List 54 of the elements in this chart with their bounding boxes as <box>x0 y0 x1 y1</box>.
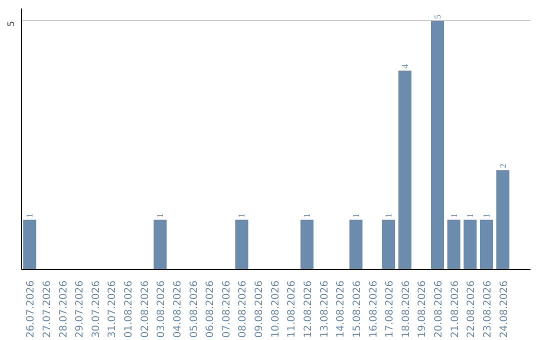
data-label: 4 <box>400 64 410 69</box>
x-tick-label: 22.08.2026 <box>466 280 478 338</box>
x-tick-label: 06.08.2026 <box>205 280 216 338</box>
x-tick-label: 01.08.2026 <box>124 280 135 338</box>
x-tick-label: 11.08.2026 <box>286 280 298 338</box>
data-label: 1 <box>24 213 35 218</box>
bar <box>154 220 167 270</box>
data-label: 1 <box>350 213 361 218</box>
data-label: 1 <box>465 213 476 218</box>
x-tick-label: 02.08.2026 <box>140 280 151 338</box>
x-tick-label: 07.08.2026 <box>221 280 232 338</box>
x-tick-label: 31.07.2026 <box>107 280 118 338</box>
data-label: 1 <box>155 213 166 218</box>
x-tick-label: 15.08.2026 <box>352 280 363 338</box>
x-tick-label: 27.07.2026 <box>42 280 53 338</box>
x-tick-label: 09.08.2026 <box>254 280 266 338</box>
bar <box>398 70 412 270</box>
data-label: 1 <box>481 213 492 218</box>
data-label: 5 <box>432 14 443 19</box>
x-tick-label: 30.07.2026 <box>90 280 102 338</box>
data-label: 2 <box>498 164 508 168</box>
bar <box>430 20 444 270</box>
x-tick-label: 14.08.2026 <box>336 280 347 338</box>
x-tick-label: 04.08.2026 <box>172 280 184 338</box>
x-tick-label: 20.08.2026 <box>434 280 445 338</box>
x-tick-label: 24.08.2026 <box>498 280 510 338</box>
bar <box>235 220 248 270</box>
data-label: 1 <box>302 213 312 218</box>
x-tick-label: 03.08.2026 <box>156 280 168 338</box>
bar <box>23 220 36 270</box>
x-tick-label: 19.08.2026 <box>417 280 428 338</box>
data-label: 1 <box>384 213 394 218</box>
x-tick-label: 05.08.2026 <box>188 280 200 338</box>
bar <box>349 220 362 270</box>
x-tick-label: 16.08.2026 <box>368 280 380 338</box>
bar <box>464 220 477 270</box>
x-tick-label: 23.08.2026 <box>482 280 494 338</box>
x-tick-label: 26.07.2026 <box>26 280 37 338</box>
x-tick-label: 12.08.2026 <box>302 280 314 338</box>
x-tick-label: 18.08.2026 <box>400 280 412 338</box>
data-label: 1 <box>236 213 247 218</box>
x-tick-label: 17.08.2026 <box>384 280 396 338</box>
bar <box>382 220 396 270</box>
bar <box>480 220 493 270</box>
x-tick-label: 21.08.2026 <box>450 280 461 338</box>
bar <box>447 220 460 270</box>
x-tick-label: 08.08.2026 <box>238 280 249 338</box>
bar <box>496 170 510 270</box>
x-tick-label: 13.08.2026 <box>319 280 330 338</box>
x-tick-label: 28.07.2026 <box>58 280 70 338</box>
bar <box>300 220 314 270</box>
x-tick-label: 10.08.2026 <box>270 280 282 338</box>
x-tick-label: 29.07.2026 <box>74 280 86 338</box>
data-label: 1 <box>448 213 459 218</box>
